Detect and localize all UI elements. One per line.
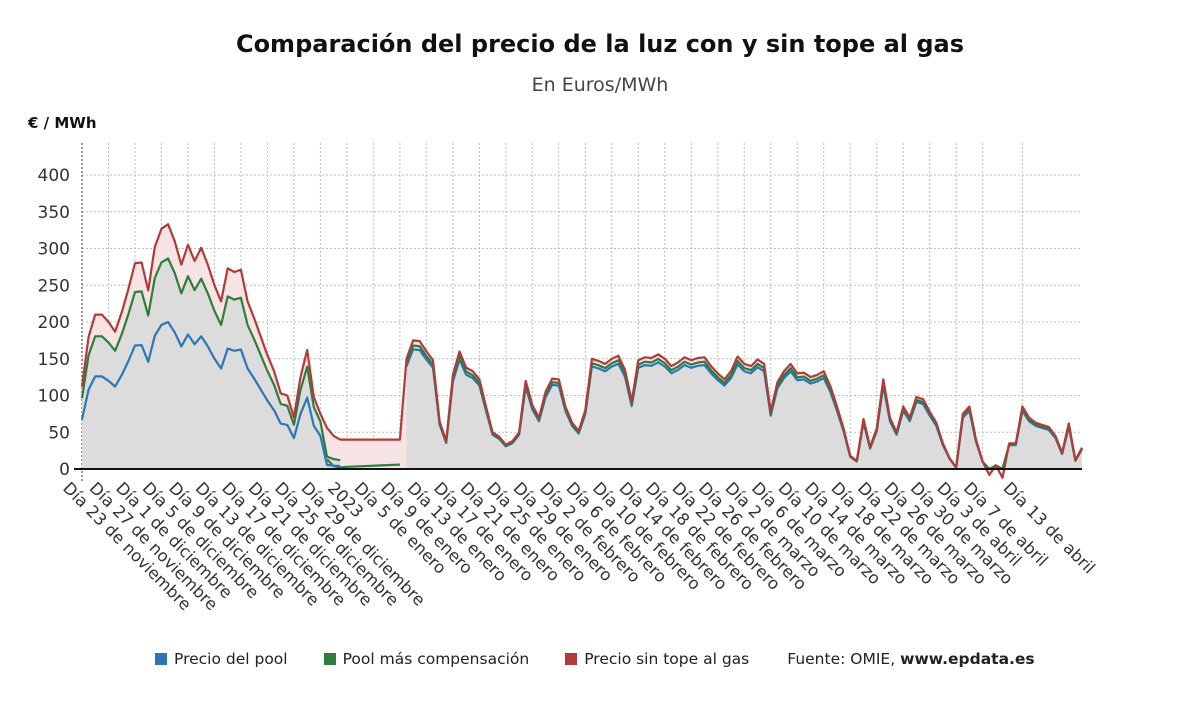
- y-tick-label: 300: [38, 240, 70, 260]
- source-note: Fuente: OMIE, www.epdata.es: [787, 650, 1034, 668]
- area-compensation: [406, 345, 1082, 469]
- y-tick-label: 400: [38, 166, 70, 186]
- y-tick-label: 250: [38, 276, 70, 296]
- source-url[interactable]: www.epdata.es: [900, 650, 1035, 668]
- legend-item-no-cap[interactable]: Precio sin tope al gas: [565, 650, 749, 668]
- line-no-cap: [80, 223, 1083, 479]
- legend-item-compensation[interactable]: Pool más compensación: [323, 650, 530, 668]
- legend-swatch-no-cap: [565, 653, 578, 665]
- legend-item-pool[interactable]: Precio del pool: [155, 650, 288, 668]
- y-tick-label: 100: [38, 387, 70, 407]
- line-compensation-gap: [326, 458, 400, 469]
- legend: Precio del pool Pool más compensación Pr…: [155, 650, 1035, 668]
- y-tick-label: 150: [38, 350, 70, 370]
- source-label: Fuente: OMIE,: [787, 650, 896, 668]
- legend-label-no-cap: Precio sin tope al gas: [584, 650, 750, 668]
- y-tick-label: 350: [38, 203, 70, 223]
- y-tick-label: 0: [59, 460, 70, 480]
- chart-title: Comparación del precio de la luz con y s…: [235, 30, 965, 58]
- legend-swatch-compensation: [323, 653, 336, 665]
- y-axis-unit: € / MWh: [28, 114, 97, 132]
- y-tick-label: 50: [48, 423, 70, 443]
- legend-label-compensation: Pool más compensación: [342, 650, 530, 668]
- y-tick-label: 200: [38, 313, 70, 333]
- legend-label-pool: Precio del pool: [174, 650, 288, 668]
- legend-swatch-pool: [155, 653, 167, 665]
- chart-subtitle: En Euros/MWh: [531, 74, 669, 96]
